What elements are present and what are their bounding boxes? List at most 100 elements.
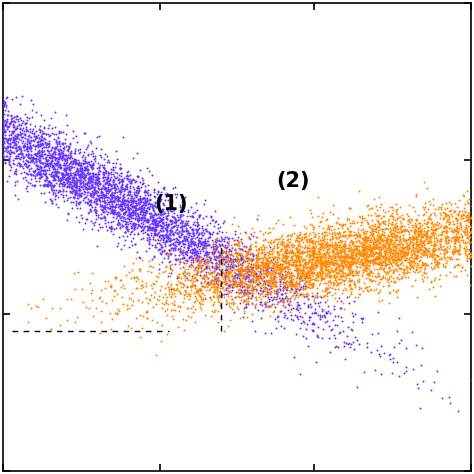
Point (212, 262, 219, 269)
Point (105, 177, 112, 184)
Point (164, 208, 172, 215)
Point (234, 254, 241, 261)
Point (187, 277, 195, 284)
Point (24, 144, 31, 151)
Point (322, 241, 330, 249)
Point (160, 235, 167, 242)
Point (64, 121, 71, 129)
Point (23, 135, 31, 142)
Point (46, 179, 53, 186)
Point (322, 263, 330, 271)
Point (377, 275, 384, 283)
Point (205, 257, 213, 264)
Point (368, 248, 376, 256)
Point (196, 257, 203, 265)
Point (238, 245, 246, 252)
Point (356, 285, 363, 293)
Point (272, 219, 279, 227)
Point (27, 175, 35, 183)
Point (251, 238, 258, 246)
Point (49, 176, 57, 184)
Point (142, 198, 150, 205)
Point (16, 160, 24, 167)
Point (208, 248, 216, 255)
Point (259, 262, 266, 270)
Point (102, 190, 110, 197)
Point (259, 246, 266, 254)
Point (173, 234, 180, 242)
Point (32, 177, 39, 185)
Point (130, 230, 138, 237)
Point (194, 261, 201, 268)
Point (424, 215, 432, 222)
Point (32, 157, 40, 165)
Point (385, 257, 393, 264)
Point (294, 285, 301, 293)
Point (348, 254, 356, 261)
Point (354, 242, 362, 250)
Point (298, 269, 306, 277)
Point (2, 116, 9, 124)
Point (307, 244, 315, 252)
Point (450, 242, 458, 250)
Point (100, 183, 107, 191)
Point (325, 229, 333, 237)
Point (417, 223, 424, 230)
Point (30, 130, 37, 137)
Point (151, 199, 159, 206)
Point (162, 190, 169, 198)
Point (410, 249, 418, 256)
Point (222, 300, 229, 308)
Point (70, 159, 77, 167)
Point (100, 173, 107, 181)
Point (178, 226, 186, 234)
Point (80, 194, 88, 202)
Point (241, 309, 248, 317)
Point (51, 168, 58, 175)
Point (237, 261, 245, 269)
Point (236, 268, 243, 276)
Point (2, 119, 10, 127)
Point (176, 255, 184, 263)
Point (248, 249, 255, 256)
Point (301, 223, 308, 230)
Point (309, 247, 317, 255)
Point (366, 258, 374, 266)
Point (177, 231, 184, 239)
Point (245, 283, 252, 291)
Point (282, 271, 289, 278)
Point (91, 173, 99, 181)
Point (135, 204, 143, 211)
Point (132, 188, 139, 195)
Point (397, 222, 405, 230)
Point (355, 290, 363, 298)
Point (361, 251, 368, 258)
Point (215, 258, 223, 265)
Point (317, 270, 324, 277)
Point (324, 260, 331, 268)
Point (175, 238, 182, 246)
Point (203, 249, 210, 256)
Point (316, 282, 323, 289)
Point (333, 218, 341, 226)
Point (410, 241, 417, 248)
Point (461, 226, 469, 233)
Point (152, 226, 160, 234)
Point (352, 266, 360, 273)
Point (276, 247, 284, 255)
Point (175, 307, 182, 315)
Point (209, 238, 217, 246)
Point (228, 258, 236, 266)
Point (326, 240, 333, 247)
Point (227, 259, 235, 266)
Point (465, 250, 472, 258)
Point (380, 237, 387, 245)
Point (130, 225, 138, 232)
Point (381, 258, 389, 266)
Point (256, 301, 264, 308)
Point (129, 155, 137, 162)
Point (83, 189, 91, 196)
Point (452, 262, 459, 270)
Point (317, 217, 325, 224)
Point (336, 262, 343, 270)
